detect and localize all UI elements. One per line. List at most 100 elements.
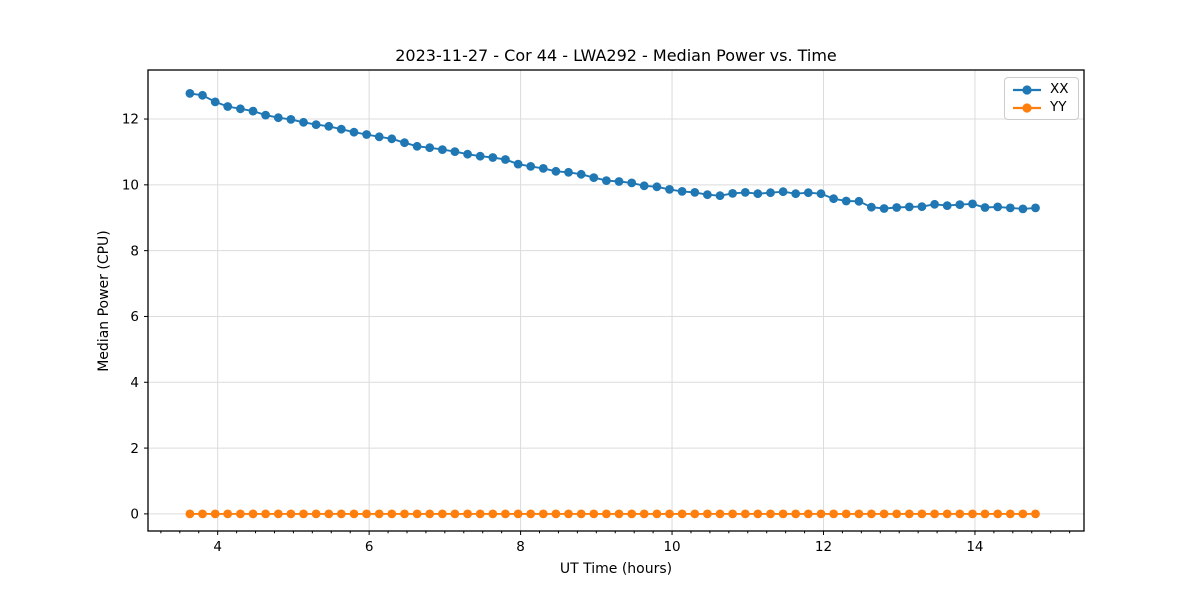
marker xyxy=(803,509,813,519)
legend: XX YY xyxy=(1004,77,1079,120)
marker xyxy=(955,509,965,519)
legend-label: XX xyxy=(1050,81,1069,97)
marker xyxy=(917,202,927,212)
marker xyxy=(273,509,283,519)
marker xyxy=(564,167,573,177)
marker xyxy=(993,202,1003,212)
x-tick-label: 4 xyxy=(213,539,222,555)
marker xyxy=(261,509,270,519)
series-line xyxy=(189,92,1036,210)
marker xyxy=(526,162,536,171)
chart-title: 2023-11-27 - Cor 44 - LWA292 - Median Po… xyxy=(395,46,837,65)
y-tick-label: 6 xyxy=(130,309,139,325)
marker xyxy=(614,509,624,519)
marker xyxy=(791,189,801,199)
marker xyxy=(1005,509,1015,519)
marker xyxy=(968,199,977,209)
legend-item-yy: YY xyxy=(1012,100,1069,115)
marker xyxy=(589,509,599,519)
marker xyxy=(513,509,523,519)
marker xyxy=(930,509,939,519)
marker xyxy=(463,509,472,519)
marker xyxy=(362,509,371,519)
legend-line-marker-icon xyxy=(1013,102,1041,113)
marker xyxy=(879,204,889,213)
marker xyxy=(248,106,258,116)
marker xyxy=(450,509,460,519)
legend-label: YY xyxy=(1050,99,1067,115)
x-tick-label: 10 xyxy=(663,539,680,555)
marker xyxy=(564,509,573,519)
marker xyxy=(488,153,498,162)
x-tick-label: 6 xyxy=(365,539,374,555)
marker xyxy=(766,188,775,198)
marker xyxy=(438,509,447,519)
marker xyxy=(387,509,397,519)
marker xyxy=(614,177,624,186)
marker xyxy=(349,127,359,137)
marker xyxy=(336,509,346,519)
marker xyxy=(602,176,611,186)
marker xyxy=(627,509,637,519)
marker xyxy=(816,189,826,199)
x-tick-label: 14 xyxy=(966,539,983,555)
marker xyxy=(311,509,321,519)
marker xyxy=(248,509,258,519)
marker xyxy=(1031,203,1040,213)
x-axis-label: UT Time (hours) xyxy=(559,561,673,577)
marker xyxy=(589,173,599,183)
marker xyxy=(892,203,902,212)
marker xyxy=(412,509,422,519)
marker xyxy=(803,188,813,198)
marker xyxy=(652,182,662,192)
marker xyxy=(917,509,927,519)
marker xyxy=(576,169,586,179)
marker xyxy=(854,509,864,519)
marker xyxy=(652,509,662,519)
marker xyxy=(892,509,902,519)
marker xyxy=(299,117,308,127)
marker xyxy=(778,187,788,197)
marker xyxy=(841,509,851,519)
marker xyxy=(551,166,561,176)
marker xyxy=(993,509,1003,519)
marker xyxy=(867,202,876,212)
marker xyxy=(942,509,952,519)
marker xyxy=(753,509,763,519)
marker xyxy=(475,509,485,519)
marker xyxy=(740,509,750,519)
marker xyxy=(374,132,384,142)
y-axis-label: Median Power (CPU) xyxy=(96,230,112,372)
marker xyxy=(980,203,990,212)
marker xyxy=(602,509,611,519)
marker xyxy=(538,509,548,519)
marker xyxy=(627,178,637,188)
marker xyxy=(1005,203,1015,213)
plot-border xyxy=(147,69,1085,532)
marker xyxy=(1031,509,1040,519)
y-tick-label: 10 xyxy=(122,178,139,194)
marker xyxy=(980,509,990,519)
marker xyxy=(236,104,245,114)
marker xyxy=(336,124,346,134)
marker xyxy=(400,138,409,148)
marker xyxy=(1018,509,1028,519)
marker xyxy=(198,90,207,100)
marker xyxy=(362,130,371,139)
marker xyxy=(715,191,725,201)
marker xyxy=(677,187,687,196)
marker xyxy=(753,189,763,199)
marker xyxy=(740,188,750,197)
marker xyxy=(324,121,334,131)
marker xyxy=(639,509,649,519)
marker xyxy=(286,115,296,124)
marker xyxy=(311,120,321,129)
marker xyxy=(703,509,712,519)
marker xyxy=(1018,204,1028,214)
marker xyxy=(904,202,914,212)
marker xyxy=(728,189,737,198)
x-tick-label: 8 xyxy=(516,539,525,555)
y-tick-label: 4 xyxy=(130,375,139,391)
marker xyxy=(715,509,725,519)
